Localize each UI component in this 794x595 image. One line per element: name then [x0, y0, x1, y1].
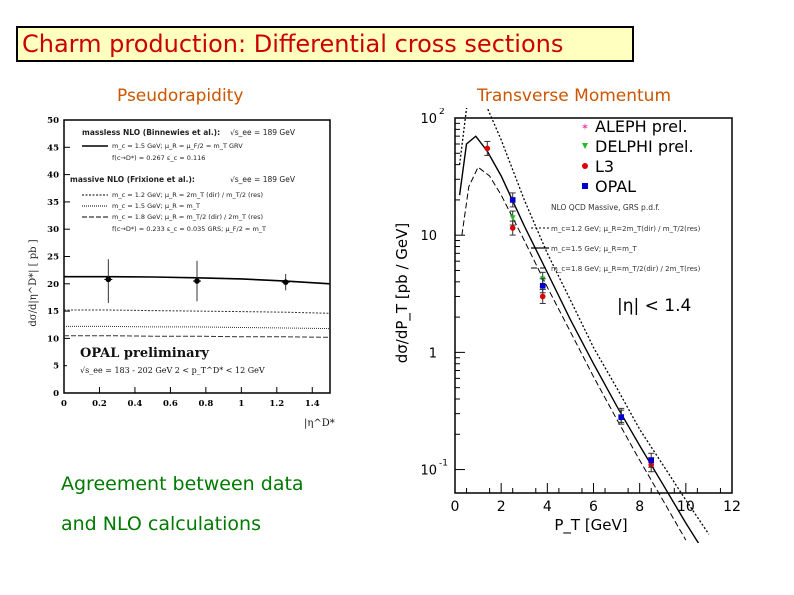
left-xtick-label: 0 [61, 399, 67, 409]
right-xtick-label: 10 [677, 499, 695, 515]
left-ytick-label: 30 [47, 225, 59, 235]
right-theory-line-3: m_c=1.8 GeV; μ_R=m_T/2(dir) / 2m_T(res) [551, 265, 701, 273]
right-ytick-exponent: 2 [439, 108, 445, 117]
left-opal-label: OPAL preliminary [80, 346, 209, 361]
right-ytick-label: 1 [429, 346, 437, 361]
right-data-point [539, 293, 546, 300]
left-ytick-label: 45 [47, 143, 59, 153]
right-data-point [648, 457, 655, 464]
right-legend-label: DELPHI prel. [595, 137, 694, 156]
left-cuts: √s_ee = 183 - 202 GeV 2 < p_T^D* < 12 Ge… [80, 366, 265, 375]
right-curve-mc18 [461, 166, 687, 541]
right-xtick-label: 4 [543, 499, 552, 515]
left-ytick-label: 50 [47, 116, 59, 126]
left-massless-line: m_c = 1.5 GeV; μ_R = μ_F/2 = m_T GRV [112, 142, 243, 150]
right-legend-label: ALEPH prel. [595, 117, 688, 136]
left-ytick-label: 25 [47, 253, 59, 263]
right-ylabel: dσ/dP_T [pb / GeV] [393, 223, 412, 364]
left-xlabel: |η^D*| [304, 418, 335, 429]
right-data-point [509, 197, 516, 203]
right-xtick-label: 6 [589, 499, 598, 515]
right-data-point [509, 225, 516, 231]
left-curve-massive_3 [64, 335, 331, 338]
left-massive-sqrt: √s_ee = 189 GeV [230, 175, 296, 184]
left-xtick-label: 1 [238, 399, 244, 409]
right-heading: Transverse Momentum [477, 86, 672, 106]
left-massive-title: massive NLO (Frixione et al.): [70, 175, 195, 184]
right-data-point [484, 145, 491, 152]
left-ytick-label: 15 [47, 307, 59, 317]
left-ytick-label: 35 [47, 198, 59, 208]
right-data-point [582, 143, 588, 149]
right-theory-line-1: m_c=1.2 GeV; μ_R=2m_T(dir) / m_T/2(res) [551, 225, 701, 233]
left-massive-line-1: m_c = 1.2 GeV; μ_R = 2m_T (dir) / m_T/2 … [112, 191, 263, 199]
left-data-point [194, 278, 200, 284]
left-xtick-label: 1.2 [269, 399, 284, 409]
right-xlabel: P_T [GeV] [554, 516, 627, 535]
right-data-point [509, 215, 516, 221]
right-data-point [582, 183, 588, 189]
right-curve-mc15 [458, 135, 700, 543]
left-ytick-label: 20 [47, 280, 59, 290]
right-data-point [539, 282, 546, 289]
left-ylabel: dσ/d|η^D*| [ pb ] [28, 239, 39, 326]
right-legend-label: OPAL [595, 177, 636, 196]
right-curve-mc12 [458, 108, 710, 535]
right-data-point [618, 414, 624, 420]
right-theory-line-2: m_c=1.5 GeV; μ_R=m_T [551, 245, 637, 253]
left-ytick-label: 10 [47, 334, 59, 344]
left-heading: Pseudorapidity [117, 86, 244, 106]
left-xtick-label: 1.4 [305, 399, 320, 409]
right-ytick-exponent: -1 [439, 459, 448, 469]
right-legend-label: L3 [595, 157, 614, 176]
left-curve-massive_2 [64, 325, 331, 330]
right-eta-cut: |η| < 1.4 [617, 296, 691, 316]
note-line-2: and NLO calculations [61, 513, 261, 535]
left-massless-sqrt: √s_ee = 189 GeV [230, 128, 296, 137]
left-ytick-label: 40 [47, 171, 59, 181]
right-theory-title: NLO QCD Massive, GRS p.d.f. [551, 203, 660, 212]
right-data-point: ✶ [581, 122, 589, 133]
left-data-point [105, 276, 112, 283]
left-massive-frag: f(c→D*) = 0.233 ε_c = 0.035 GRS; μ_F/2 =… [112, 225, 266, 233]
left-massive-line-3: m_c = 1.8 GeV; μ_R = m_T/2 (dir) / 2m_T … [112, 213, 263, 221]
right-data-point [582, 163, 588, 169]
right-xtick-label: 0 [451, 499, 460, 515]
right-xtick-label: 2 [497, 499, 506, 515]
note-line-1: Agreement between data [61, 473, 304, 495]
left-curve-massive_1 [64, 309, 331, 314]
right-ytick-label: 10 [420, 112, 437, 127]
left-massive-line-2: m_c = 1.5 GeV; μ_R = m_T [112, 202, 200, 210]
left-label-backdrop [67, 343, 257, 381]
left-massless-title: massless NLO (Binnewies et al.): [82, 128, 220, 137]
left-data-point [282, 279, 289, 285]
left-ytick-label: 5 [53, 362, 59, 372]
left-xtick-label: 0.6 [163, 399, 178, 409]
left-xtick-label: 0.2 [92, 399, 107, 409]
left-xtick-label: 0.8 [198, 399, 213, 409]
right-ytick-label: 10 [420, 229, 437, 244]
right-xtick-label: 8 [635, 499, 644, 515]
right-ytick-label: 10 [420, 464, 437, 479]
left-massless-frag: f(c→D*) = 0.267 ε_c = 0.116 [112, 154, 205, 162]
left-ytick-label: 0 [53, 389, 59, 399]
left-xtick-label: 0.4 [128, 399, 143, 409]
right-xtick-label: 12 [723, 499, 741, 515]
slide-title: Charm production: Differential cross sec… [16, 26, 634, 62]
